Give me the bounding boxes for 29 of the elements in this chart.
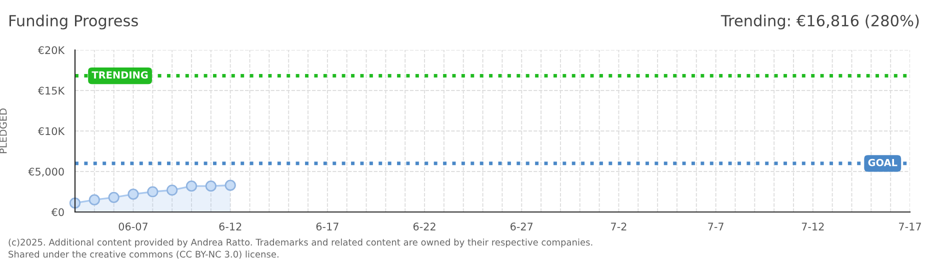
x-tick-label: 6-22	[413, 222, 436, 230]
y-tick-label: €10K	[38, 127, 65, 136]
y-tick-label: €20K	[38, 46, 65, 54]
point	[128, 188, 139, 200]
ref-line-label: GOAL	[868, 158, 898, 166]
x-tick-label: 7-12	[802, 222, 824, 230]
text: Shared under the creative commons (CC BY-NC 3.0) license.	[8, 250, 278, 259]
x-tick-label: 06-07	[118, 222, 148, 230]
y-tick-label: €15K	[38, 86, 65, 95]
ref-line-label: TRENDING	[92, 71, 148, 79]
x-tick-label: 6-17	[316, 222, 338, 230]
point	[69, 198, 81, 209]
point	[186, 180, 198, 192]
x-tick-label: 6-12	[219, 222, 242, 230]
point	[108, 192, 120, 203]
x-tick-label: 7-17	[899, 222, 921, 230]
y-tick-label: €0	[51, 208, 64, 216]
text: (c)2025. Additional content provided by Andrea Ratto. Trademarks and related content are owned by their respective companies.	[8, 238, 592, 248]
y-tick-label: €5,000	[28, 168, 64, 177]
x-tick-label: 7-2	[611, 222, 626, 230]
x-tick-label: 7-7	[708, 222, 724, 230]
point	[166, 184, 178, 196]
point	[224, 180, 236, 191]
chart-subtitle: Trending: €16,816 (280%)	[720, 14, 919, 30]
point	[147, 186, 158, 198]
chart-title: Funding Progress	[10, 14, 138, 30]
x-tick-label: 6-27	[510, 222, 533, 230]
point	[205, 180, 216, 192]
point	[88, 194, 100, 206]
